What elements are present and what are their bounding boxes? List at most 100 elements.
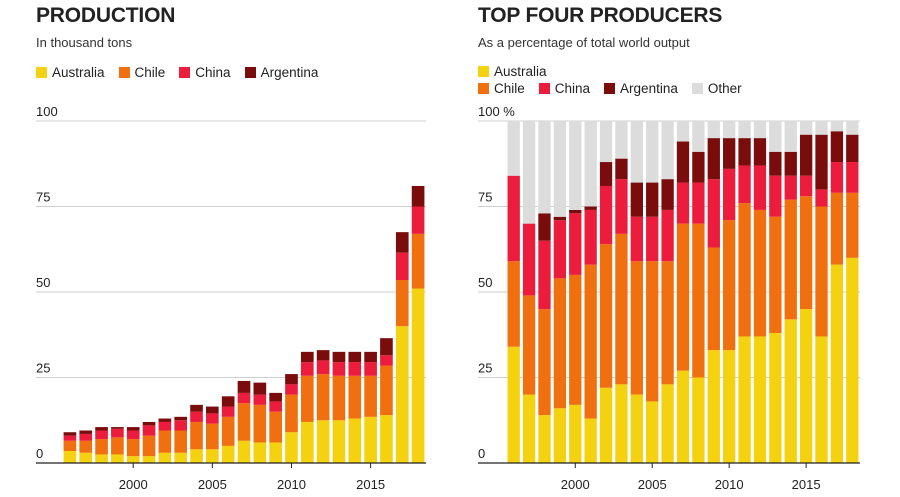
production-subtitle: In thousand tons (36, 35, 133, 50)
legend-swatch-china (179, 67, 191, 78)
bar-chile-2011 (300, 375, 314, 422)
bar-argentina-2009 (269, 392, 282, 402)
legend-item-argentina: Argentina (604, 81, 678, 96)
bar-australia-2013 (769, 333, 782, 463)
bar-chile-2016 (380, 365, 393, 416)
y-tick-label: 50 (36, 275, 50, 290)
legend-item-china: China (179, 65, 231, 80)
bar-china-2007 (676, 182, 690, 224)
bar-other-2013 (769, 121, 782, 152)
bar-china-1997 (79, 433, 93, 441)
bar-chile-2018 (846, 192, 859, 258)
bar-china-2005 (646, 216, 659, 262)
bar-china-2003 (615, 179, 628, 234)
legend-swatch-argentina (604, 83, 616, 94)
bar-argentina-2009 (707, 138, 720, 180)
bar-australia-2005 (646, 401, 659, 463)
bar-australia-2015 (799, 309, 813, 463)
bar-australia-2017 (830, 264, 844, 463)
bar-argentina-2001 (584, 206, 597, 210)
production-title: PRODUCTION (36, 4, 176, 27)
bar-chile-1999 (553, 278, 567, 409)
bar-australia-2000 (126, 456, 140, 463)
bar-chile-1996 (507, 261, 520, 347)
bar-chile-2016 (815, 206, 828, 337)
bar-other-2008 (692, 121, 705, 152)
bar-chile-2010 (285, 394, 298, 433)
x-tick-label: 2010 (277, 477, 306, 492)
bar-argentina-1998 (95, 427, 108, 431)
bar-china-2013 (769, 175, 782, 217)
bar-chile-2014 (784, 199, 797, 320)
bar-australia-2012 (316, 420, 330, 463)
bar-australia-2017 (395, 326, 409, 463)
top-producers-subtitle: As a percentage of total world output (478, 35, 690, 50)
bar-chile-2004 (630, 261, 643, 395)
bar-china-2011 (738, 165, 751, 204)
legend-swatch-other (691, 83, 703, 94)
y-tick-label: 25 (478, 361, 492, 376)
bar-china-2012 (753, 165, 767, 210)
bar-argentina-1998 (538, 213, 551, 241)
bar-china-2015 (799, 175, 813, 197)
bar-australia-2013 (332, 420, 346, 463)
bar-argentina-1999 (553, 216, 567, 221)
bar-other-2016 (815, 121, 828, 135)
bar-china-2013 (332, 362, 346, 376)
bar-argentina-2012 (753, 138, 767, 166)
y-tick-label: 0 (478, 446, 485, 461)
bar-argentina-2014 (784, 151, 797, 176)
bar-argentina-2010 (723, 138, 736, 169)
bar-chile-2002 (599, 244, 613, 388)
bar-china-2001 (142, 425, 156, 436)
bar-chile-2015 (799, 196, 813, 310)
bar-chile-2006 (661, 261, 674, 385)
bar-argentina-2013 (769, 151, 782, 176)
bar-australia-1998 (538, 415, 551, 463)
bar-argentina-2015 (364, 351, 377, 363)
bar-chile-2013 (769, 216, 782, 334)
bar-other-1998 (538, 121, 551, 214)
bar-other-2007 (676, 121, 690, 142)
bar-china-2006 (221, 406, 235, 417)
bar-argentina-2008 (253, 382, 267, 395)
x-tick-label: 2010 (715, 477, 744, 492)
bar-other-2011 (738, 121, 751, 139)
production-legend: Australia Chile China Argentina (36, 64, 332, 81)
legend-label-argentina: Argentina (260, 65, 319, 80)
bar-china-1996 (507, 175, 520, 262)
bar-argentina-1997 (79, 430, 93, 434)
bar-australia-2018 (411, 288, 425, 463)
bar-argentina-2015 (799, 134, 813, 176)
bar-australia-2003 (615, 384, 628, 463)
bar-argentina-2006 (221, 396, 235, 407)
legend-swatch-australia (478, 66, 489, 77)
bar-australia-1997 (522, 394, 536, 463)
bar-chile-1996 (63, 440, 77, 452)
bar-other-2001 (584, 121, 597, 207)
legend-label-china: China (195, 65, 231, 80)
bar-china-1999 (111, 428, 124, 438)
bar-chile-2000 (569, 274, 582, 405)
legend-label-china: China (554, 81, 591, 96)
bar-china-2014 (348, 362, 362, 376)
bar-australia-1996 (507, 346, 520, 463)
x-tick-label: 2015 (792, 477, 821, 492)
bar-other-2006 (661, 121, 674, 180)
top-producers-legend: Australia Chile China Argentina Other (478, 63, 756, 97)
bar-argentina-2014 (348, 351, 362, 363)
bar-chile-1999 (111, 437, 124, 455)
bar-argentina-2003 (174, 416, 188, 421)
legend-label-chile: Chile (134, 65, 166, 80)
bar-australia-2014 (348, 418, 362, 463)
bar-australia-2008 (253, 442, 267, 463)
legend-label-other: Other (707, 81, 742, 96)
legend-item-china: China (538, 81, 591, 96)
bar-argentina-2002 (599, 162, 613, 186)
legend-item-argentina: Argentina (244, 65, 319, 80)
bar-australia-2015 (364, 416, 377, 463)
bar-chile-2012 (753, 209, 767, 337)
x-tick-label: 2015 (356, 477, 385, 492)
bar-china-2002 (599, 185, 613, 245)
legend-swatch-australia (36, 67, 47, 78)
